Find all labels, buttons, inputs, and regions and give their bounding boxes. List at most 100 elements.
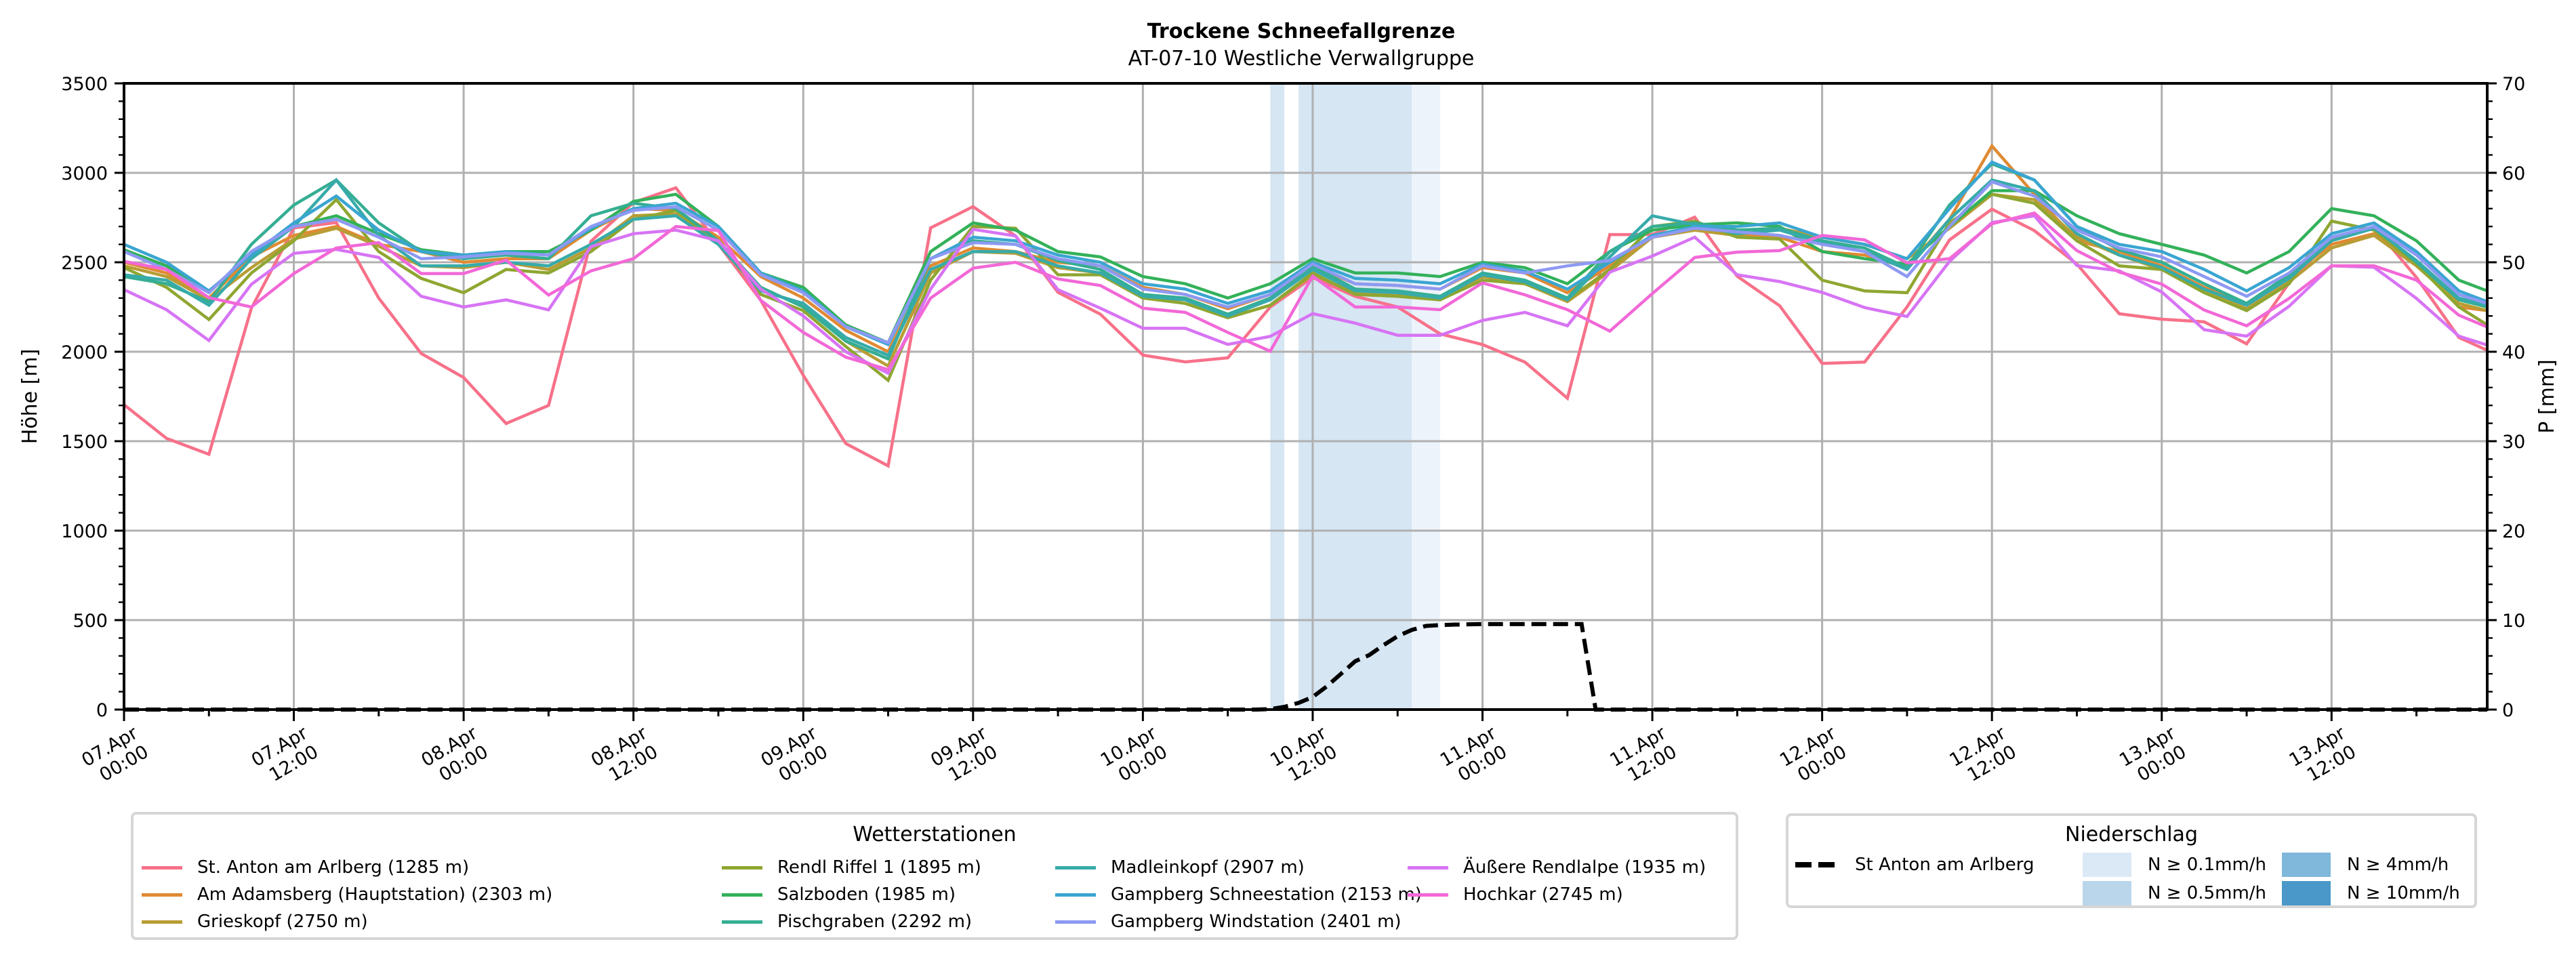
y2-tick-label: 20 (2502, 521, 2525, 542)
y2-tick-label: 0 (2502, 700, 2514, 721)
precip-level-item: N ≥ 0.5mm/h (2083, 881, 2266, 905)
precip-legend-title: Niederschlag (2065, 823, 2198, 846)
precip-legend: Niederschlag St Anton am Arlberg N ≥ 0.1… (1786, 813, 2477, 908)
station-legend-item: Gampberg Schneestation (2153 m) (1055, 882, 1422, 907)
precip-level-label: N ≥ 10mm/h (2347, 883, 2460, 903)
y2-tick-label: 70 (2502, 74, 2525, 95)
precip-band (1270, 83, 1285, 710)
precip-level-label: N ≥ 4mm/h (2347, 855, 2449, 875)
y2-tick-label: 10 (2502, 611, 2525, 632)
line-swatch-icon (722, 865, 762, 870)
station-name: St. Anton am Arlberg (1285 m) (197, 857, 470, 878)
station-legend-item: Salzboden (1985 m) (722, 882, 956, 907)
station-name: Gampberg Schneestation (2153 m) (1111, 884, 1422, 905)
y-axis-label: Höhe [m] (18, 349, 42, 445)
precip-legend-item-line: St Anton am Arlberg (1795, 853, 2035, 877)
station-legend-title: Wetterstationen (853, 823, 1017, 846)
color-swatch-icon (2083, 881, 2131, 905)
line-swatch-icon (142, 920, 182, 924)
precip-band (1299, 83, 1412, 710)
y2-tick-label: 30 (2502, 432, 2525, 453)
series-line (123, 180, 2488, 345)
precip-line (124, 621, 2487, 712)
precip-level-item: N ≥ 0.1mm/h (2083, 853, 2266, 877)
station-name: Äußere Rendlalpe (1935 m) (1463, 857, 1706, 878)
y-tick-label: 3500 (61, 74, 108, 95)
precip-level-item: N ≥ 4mm/h (2282, 853, 2449, 877)
precip-legend-label: St Anton am Arlberg (1855, 855, 2035, 875)
y-tick-label: 0 (96, 700, 108, 721)
station-name: Grieskopf (2750 m) (197, 912, 368, 932)
color-swatch-icon (2083, 853, 2131, 877)
station-legend-item: Rendl Riffel 1 (1895 m) (722, 855, 981, 880)
precip-cumulative-line (124, 621, 2487, 712)
y-ticks: 0 500 1000 1500 2000 2500 3000 3500 (61, 74, 124, 721)
y2-axis-label: P [mm] (2535, 359, 2559, 433)
chart-title: Trockene Schneefallgrenze (1147, 20, 1455, 43)
station-legend-item: Äußere Rendlalpe (1935 m) (1408, 855, 1706, 880)
y2-tick-label: 50 (2502, 253, 2525, 274)
plot-frame (123, 82, 2489, 711)
station-legend-item: Hochkar (2745 m) (1408, 882, 1623, 907)
axes (123, 82, 2489, 711)
precip-level-label: N ≥ 0.5mm/h (2148, 883, 2267, 903)
y-tick-label: 2000 (61, 342, 108, 363)
station-name: Pischgraben (2292 m) (777, 912, 973, 932)
color-swatch-icon (2282, 853, 2331, 877)
y2-ticks: 0 10 20 30 40 50 60 70 (2487, 74, 2525, 721)
color-swatch-icon (2282, 881, 2331, 905)
y2-tick-label: 40 (2502, 342, 2525, 363)
precip-band (1412, 83, 1440, 710)
line-swatch-icon (722, 893, 762, 897)
station-name: Hochkar (2745 m) (1463, 884, 1623, 905)
y-tick-label: 2500 (61, 253, 108, 274)
line-swatch-icon (142, 893, 182, 897)
line-swatch-icon (1055, 920, 1096, 924)
station-name: Gampberg Windstation (2401 m) (1111, 912, 1402, 932)
line-swatch-icon (142, 865, 182, 870)
station-legend-item: Pischgraben (2292 m) (722, 909, 972, 934)
precip-level-label: N ≥ 0.1mm/h (2148, 855, 2267, 875)
station-legend-item: St. Anton am Arlberg (1285 m) (142, 855, 469, 880)
station-legend-item: Madleinkopf (2907 m) (1055, 855, 1305, 880)
line-swatch-icon (1408, 893, 1448, 897)
line-swatch-icon (722, 920, 762, 924)
station-name: Am Adamsberg (Hauptstation) (2303 m) (197, 884, 553, 905)
line-swatch-icon (1408, 865, 1448, 870)
series-line (123, 178, 2488, 358)
line-swatch-icon (1055, 865, 1096, 870)
y-tick-label: 500 (73, 611, 108, 632)
y-tick-label: 3000 (61, 163, 108, 184)
series-lines (123, 143, 2489, 468)
series-line (123, 211, 2488, 372)
line-swatch-icon (1055, 893, 1096, 897)
y2-tick-label: 60 (2502, 163, 2525, 184)
station-name: Rendl Riffel 1 (1895 m) (777, 857, 981, 878)
dashed-line-icon (1795, 862, 1836, 867)
y-tick-label: 1500 (61, 432, 108, 453)
precip-level-item: N ≥ 10mm/h (2282, 881, 2460, 905)
station-name: Madleinkopf (2907 m) (1111, 857, 1305, 878)
precip-bands (1270, 83, 1440, 710)
station-legend: Wetterstationen St. Anton am Arlberg (12… (131, 812, 1738, 940)
station-legend-item: Gampberg Windstation (2401 m) (1055, 909, 1402, 934)
station-name: Salzboden (1985 m) (777, 884, 956, 905)
y-tick-label: 1000 (61, 521, 108, 542)
series-line (123, 213, 2488, 375)
